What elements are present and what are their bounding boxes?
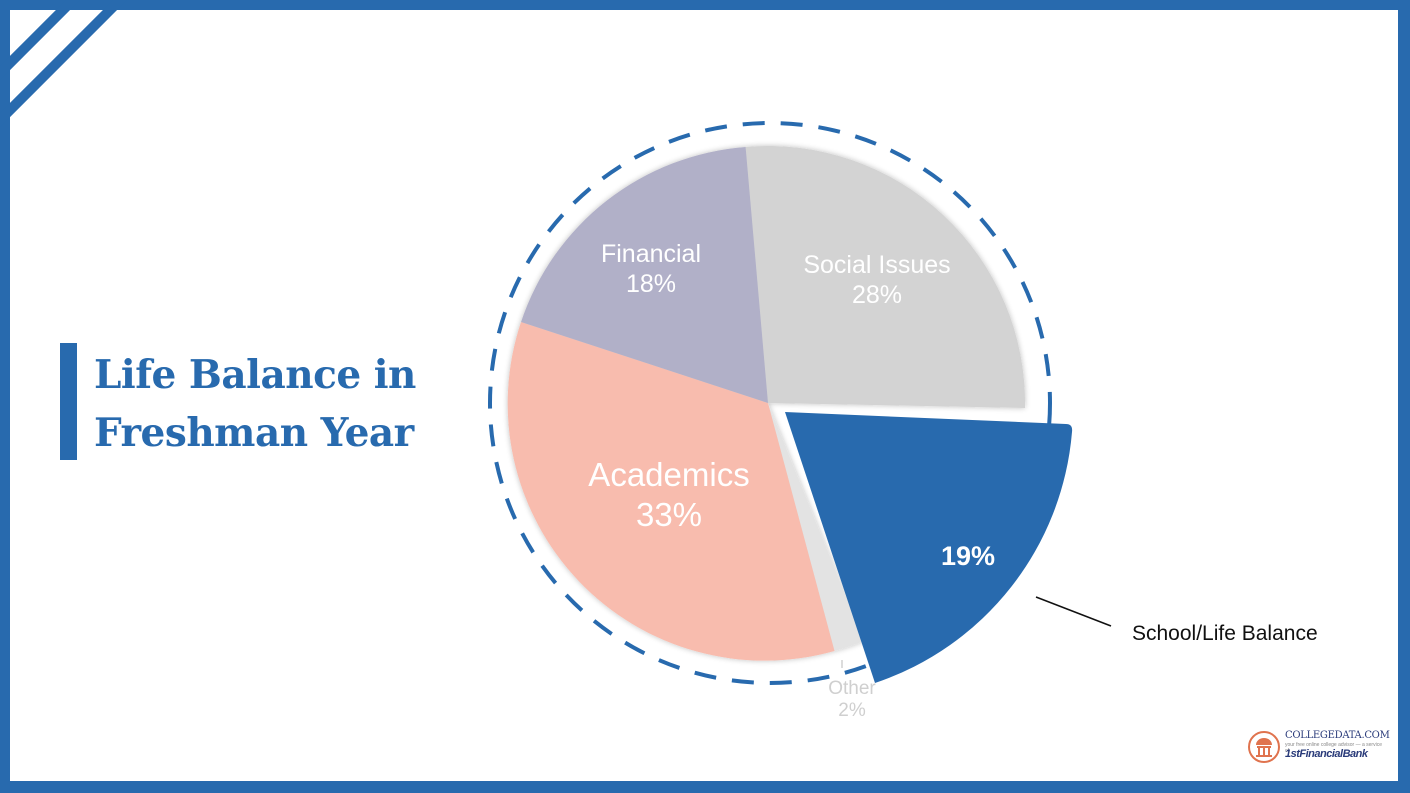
title-line-2: Freshman Year — [94, 410, 414, 456]
label-social-name: Social Issues — [803, 251, 951, 279]
college-building-icon — [1248, 731, 1280, 763]
title-line-1: Life Balance in — [94, 352, 416, 398]
label-financial-name: Financial — [600, 240, 702, 268]
logo-line-2: your free online college advisor — a ser… — [1285, 742, 1382, 754]
callout-school-life-balance: School/Life Balance — [1132, 622, 1318, 645]
label-other-pct: 2% — [838, 700, 866, 721]
slice-school-life-balance[interactable] — [785, 412, 1073, 683]
title-accent-bar — [60, 343, 77, 460]
label-social-pct: 28% — [851, 281, 903, 309]
slice-social-issues[interactable] — [745, 146, 1026, 409]
label-academics: Academics 33% — [588, 455, 749, 535]
slide-title: Life Balance in Freshman Year — [94, 346, 416, 462]
dashed-ring — [488, 121, 1052, 685]
label-social-issues: Social Issues 28% — [803, 250, 950, 310]
slice-academics[interactable] — [507, 322, 835, 661]
label-other-name: Other — [828, 678, 876, 699]
slice-other[interactable] — [768, 403, 864, 651]
label-financial: Financial 18% — [601, 239, 701, 299]
slice-financial[interactable] — [521, 147, 768, 403]
label-academics-name: Academics — [588, 456, 750, 493]
logo-line-1: COLLEGEDATA.COM — [1285, 730, 1390, 741]
label-other: Other 2% — [828, 678, 876, 722]
logo-line-3: 1stFinancialBank — [1285, 748, 1368, 760]
corner-stripes-decoration — [0, 0, 128, 128]
collegedata-logo[interactable]: COLLEGEDATA.COM your free online college… — [1247, 729, 1390, 767]
callout-line — [1035, 596, 1112, 627]
label-academics-pct: 33% — [635, 496, 703, 533]
label-school-life-pct: 19% — [940, 541, 996, 571]
label-financial-pct: 18% — [625, 270, 677, 298]
